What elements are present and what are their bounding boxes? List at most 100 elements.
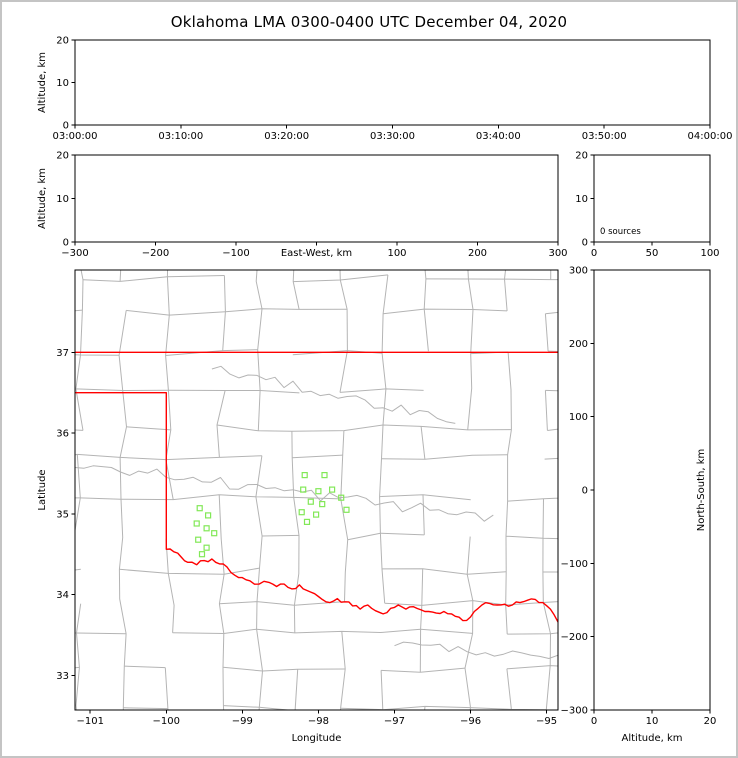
lma-station-marker	[329, 486, 336, 493]
county-line	[544, 313, 549, 352]
river-line	[75, 465, 494, 522]
county-line	[505, 351, 512, 635]
county-line	[504, 270, 508, 311]
county-line	[424, 706, 426, 710]
county-line	[218, 494, 225, 710]
time-height-y-tick-label: 0	[63, 121, 69, 132]
map-x-tick-label: −99	[232, 716, 253, 727]
county-line	[420, 426, 426, 460]
map-x-tick-label: −100	[153, 716, 180, 727]
county-line	[255, 455, 263, 710]
time-height-y-tick-label: 20	[56, 36, 69, 47]
state-border-west-south	[75, 392, 558, 623]
lma-station-marker	[193, 520, 200, 527]
map-x-tick-label: −96	[460, 716, 481, 727]
county-line	[164, 667, 169, 710]
lma-station-marker	[301, 472, 308, 479]
county-line	[544, 390, 548, 431]
north-south-x-tick-label: 10	[646, 716, 659, 727]
time-height-x-tick-label: 03:40:00	[476, 131, 521, 142]
county-line	[506, 668, 512, 710]
county-line	[75, 603, 82, 710]
county-line	[506, 665, 558, 670]
county-line	[507, 497, 558, 502]
county-line	[379, 274, 389, 604]
map-x-tick-label: −98	[308, 716, 329, 727]
county-line	[75, 568, 81, 571]
time-height-x-tick-label: 03:20:00	[264, 131, 309, 142]
county-line	[216, 424, 512, 432]
river-line	[394, 641, 558, 659]
map-x-tick-label: −97	[384, 716, 405, 727]
histogram-x-tick-label: 100	[700, 248, 719, 259]
county-line	[255, 270, 263, 431]
county-line	[292, 270, 300, 310]
county-line	[219, 601, 345, 606]
east-west-x-tick-label: −100	[222, 248, 249, 259]
map-frame	[74, 269, 559, 711]
lma-station-marker	[203, 525, 210, 532]
north-south-y-tick-label: 300	[569, 266, 588, 277]
county-line	[165, 538, 175, 633]
county-line	[75, 453, 262, 461]
north-south-y-tick-label: 0	[582, 486, 588, 497]
east-west-x-tick-label: −200	[142, 248, 169, 259]
east-west-y-tick-label: 10	[56, 194, 69, 205]
county-line	[294, 669, 299, 710]
county-line	[75, 309, 83, 312]
county-line	[339, 388, 424, 393]
lma-station-marker	[319, 501, 326, 508]
county-line	[119, 567, 260, 575]
map-y-tick-label: 36	[56, 429, 69, 440]
lma-station-marker	[315, 488, 322, 495]
county-line	[126, 308, 348, 316]
county-line	[548, 350, 558, 353]
lma-station-marker	[321, 472, 328, 479]
lma-station-marker	[307, 498, 314, 505]
map-y-tick-label: 33	[56, 671, 69, 682]
north-south-ylabel: North-South, km	[696, 449, 707, 532]
time-height-x-tick-label: 03:10:00	[158, 131, 203, 142]
north-south-frame	[593, 269, 711, 711]
county-line	[544, 457, 558, 460]
county-line	[126, 426, 171, 431]
east-west-x-tick-label: −300	[61, 248, 88, 259]
county-line	[75, 632, 127, 635]
county-line	[340, 430, 349, 602]
map-y-tick-label: 37	[56, 348, 69, 359]
east-west-frame	[74, 154, 559, 243]
lma-station-marker	[195, 536, 202, 543]
map-layer	[49, 270, 558, 710]
map-ylabel: Latitude	[37, 469, 48, 510]
lma-station-marker	[338, 494, 345, 501]
map-x-tick-label: −95	[536, 716, 557, 727]
county-line	[75, 454, 81, 534]
county-line	[49, 535, 75, 539]
lma-station-marker	[313, 511, 320, 518]
north-south-x-tick-label: 0	[591, 716, 597, 727]
county-line	[172, 628, 473, 634]
county-line	[505, 535, 558, 540]
north-south-y-tick-label: −200	[561, 632, 588, 643]
lma-station-marker	[198, 551, 206, 558]
county-line	[380, 670, 384, 710]
time-height-frame	[74, 39, 711, 126]
north-south-y-tick-label: −100	[561, 559, 588, 570]
county-line	[419, 568, 424, 673]
north-south-x-tick-label: 20	[704, 716, 717, 727]
east-west-y-tick-label: 20	[56, 151, 69, 162]
time-height-ylabel: Altitude, km	[37, 52, 48, 113]
county-line	[124, 665, 166, 669]
lma-station-marker	[343, 506, 350, 513]
time-height-x-tick-label: 03:30:00	[370, 131, 415, 142]
time-height-x-tick-label: 03:00:00	[53, 131, 98, 142]
county-line	[383, 308, 508, 315]
lma-station-marker	[205, 512, 212, 519]
county-line	[118, 310, 127, 710]
histogram-x-tick-label: 0	[591, 248, 597, 259]
histogram-y-tick-label: 10	[575, 194, 588, 205]
county-line	[340, 631, 346, 710]
map-xlabel: Longitude	[292, 733, 342, 744]
